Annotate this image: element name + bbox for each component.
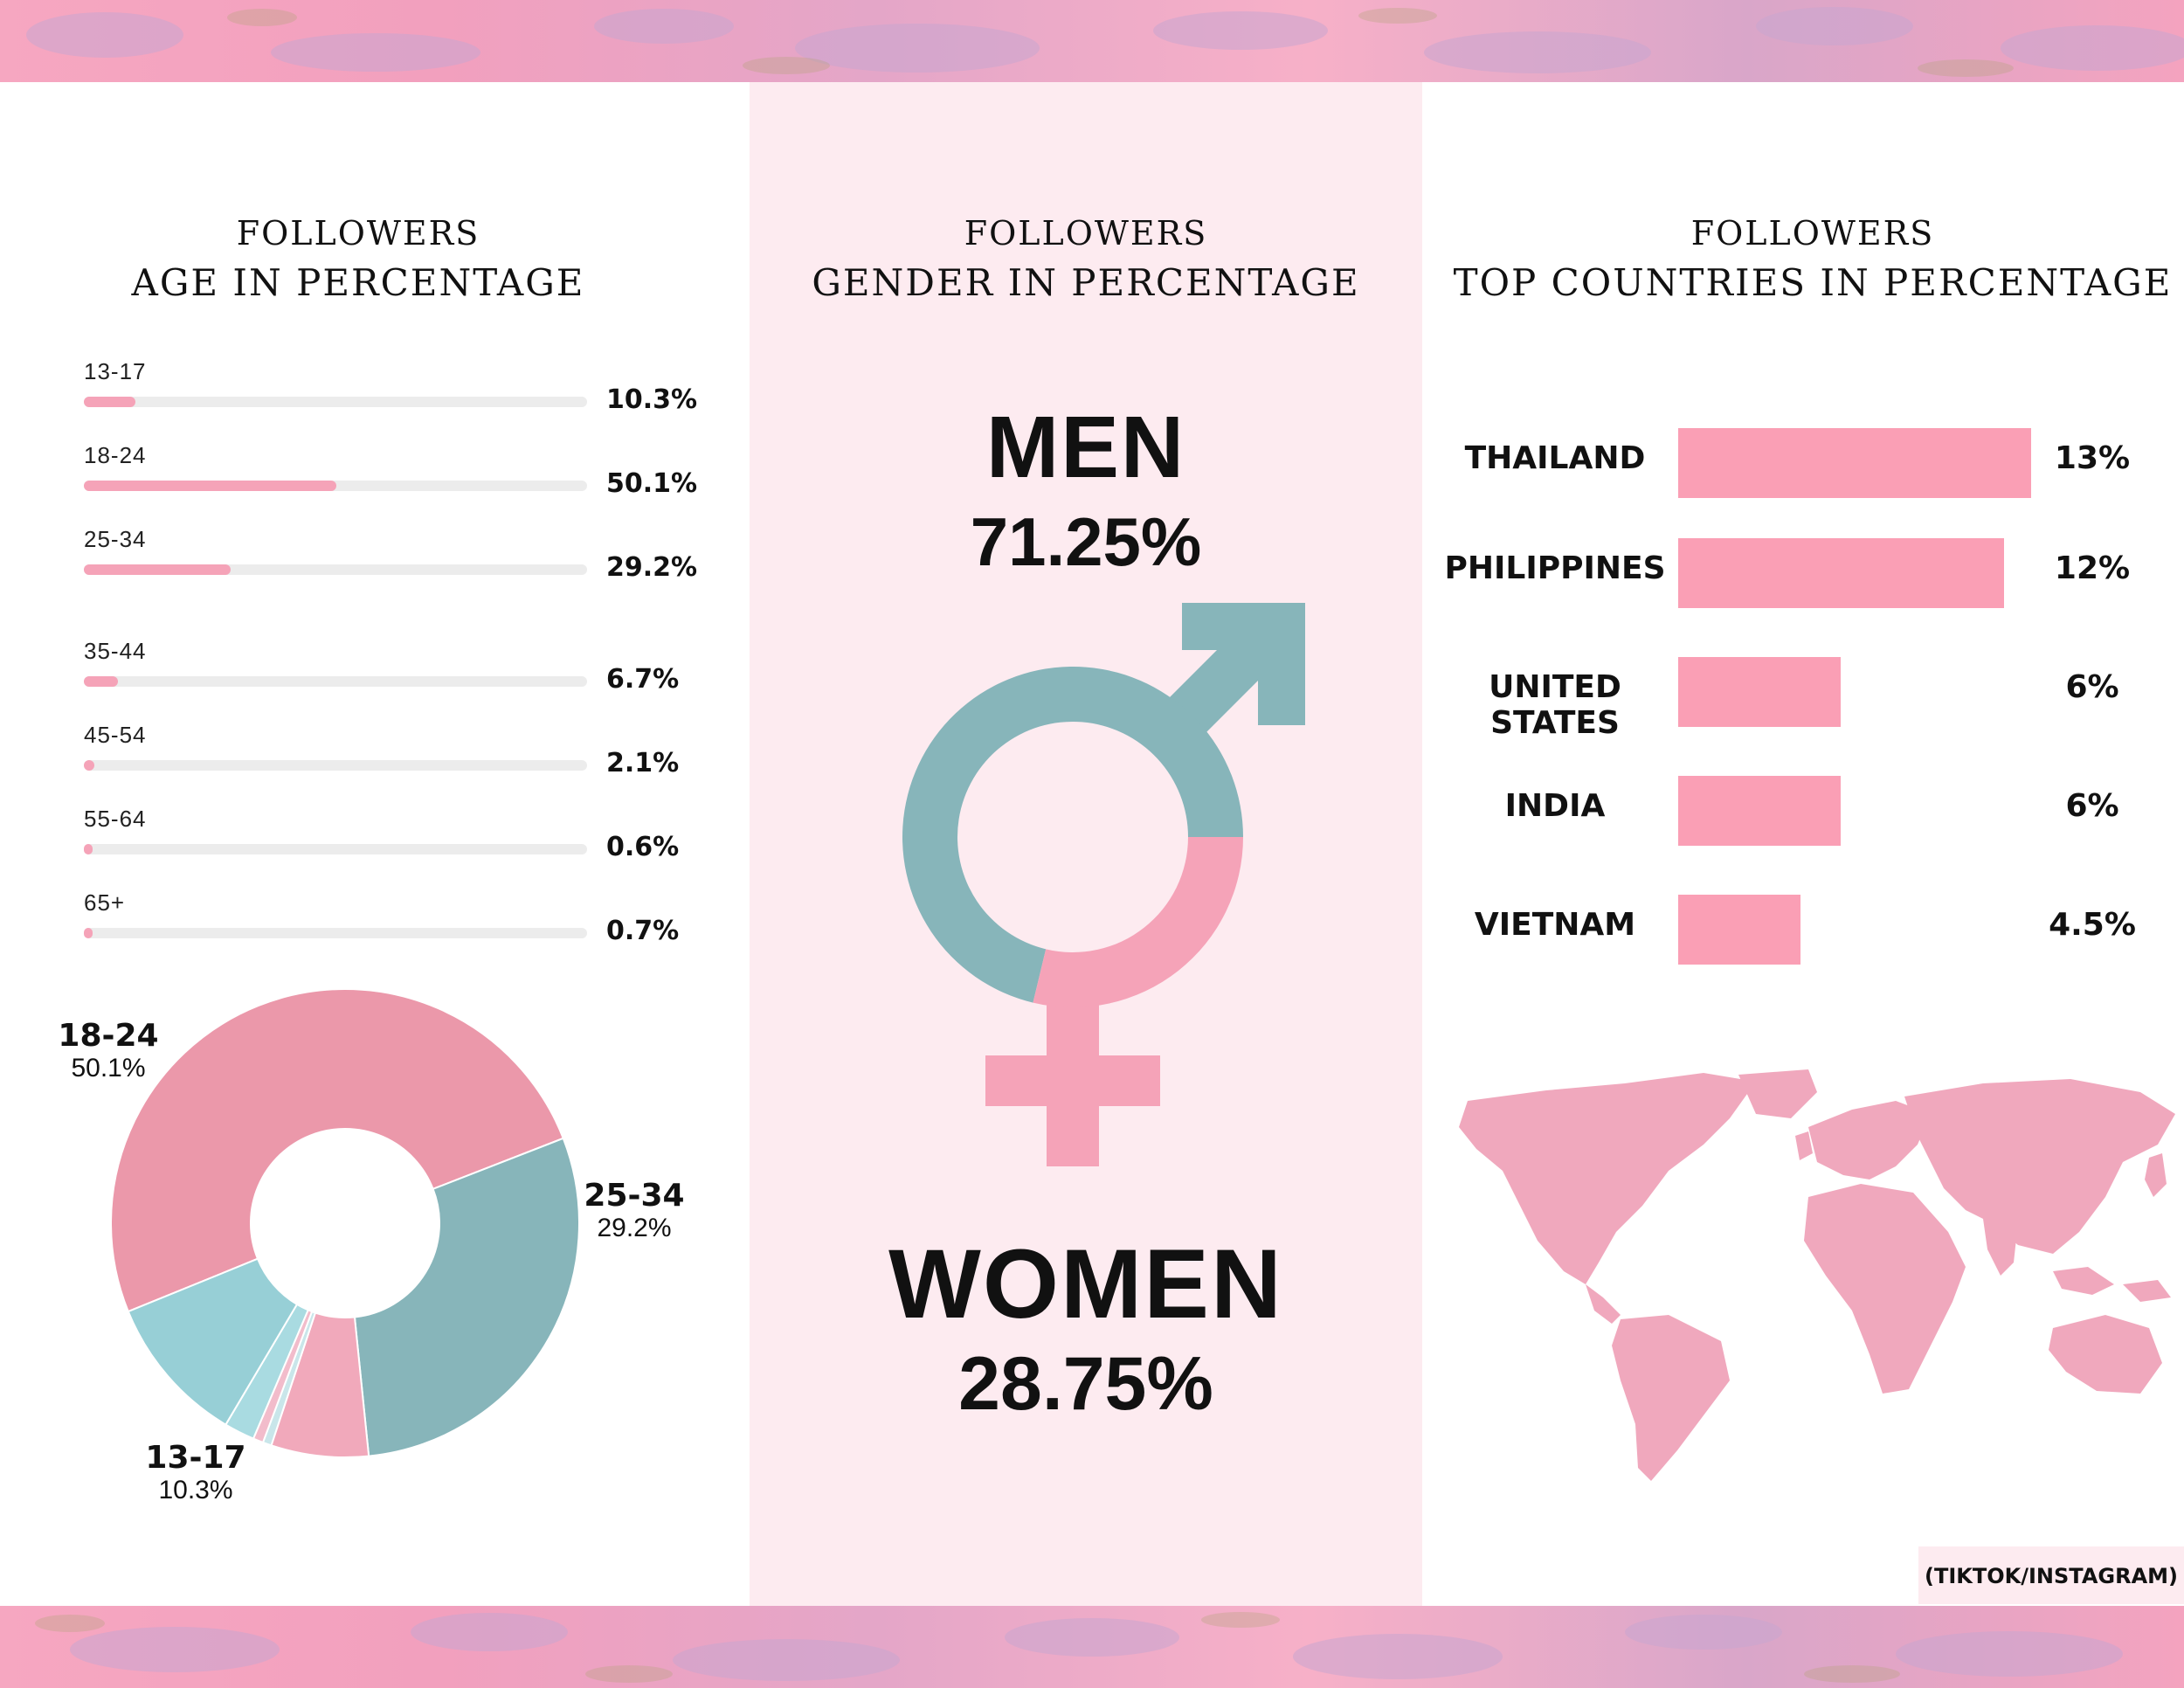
age-bar-label: 45-54 <box>84 722 147 748</box>
men-value: 71.25% <box>970 503 1202 580</box>
country-label: UNITED STATES <box>1489 669 1621 741</box>
age-bar-label: 35-44 <box>84 638 147 664</box>
age-bar-label: 13-17 <box>84 358 147 384</box>
age-bar <box>84 676 118 687</box>
age-bar-label: 55-64 <box>84 806 147 832</box>
men-label: MEN <box>985 398 1186 496</box>
age-bar <box>84 397 136 407</box>
countries-title-line2: TOP COUNTRIES IN PERCENTAGE <box>1453 261 2173 304</box>
age-bar-value: 2.1% <box>606 748 680 778</box>
age-title-line1: FOLLOWERS <box>236 214 480 253</box>
age-bar-value: 0.6% <box>606 832 680 862</box>
bottom-floral-band <box>0 1606 2184 1688</box>
country-bar <box>1678 538 2004 608</box>
pie-label-value: 10.3% <box>158 1476 233 1505</box>
countries-title-line1: FOLLOWERS <box>1690 214 1935 253</box>
country-bar <box>1678 776 1842 846</box>
country-value: 13% <box>2054 440 2131 476</box>
source-note: (TIKTOK/INSTAGRAM) <box>1925 1564 2178 1588</box>
age-pie-slice <box>127 1257 299 1426</box>
country-value: 12% <box>2054 550 2131 586</box>
countries-section-title: FOLLOWERS TOP COUNTRIES IN PERCENTAGE <box>1450 210 2175 309</box>
women-ring-segment <box>1033 837 1243 1007</box>
country-value: 6% <box>2065 669 2119 705</box>
gender-title-line2: GENDER IN PERCENTAGE <box>812 261 1360 304</box>
gender-title-line1: FOLLOWERS <box>964 214 1208 253</box>
age-bar-value: 6.7% <box>606 664 680 695</box>
pie-label-18-24: 18-24 50.1% <box>54 1018 162 1083</box>
age-pie-slice <box>353 1137 580 1457</box>
women-label: WOMEN <box>888 1229 1283 1339</box>
top-floral-band <box>0 0 2184 82</box>
age-bar-value: 50.1% <box>606 468 698 499</box>
pie-label-range: 18-24 <box>58 1018 159 1054</box>
age-bar <box>84 928 93 938</box>
age-donut-chart <box>110 987 580 1458</box>
age-bar-value: 0.7% <box>606 916 680 946</box>
age-bar-track <box>84 397 587 407</box>
age-bar-track <box>84 844 587 854</box>
gender-panel-background <box>750 82 1422 1606</box>
pie-label-range: 25-34 <box>584 1178 685 1214</box>
age-bar <box>84 564 232 575</box>
female-cross-bar <box>985 1055 1160 1106</box>
country-label: VIETNAM <box>1474 907 1636 943</box>
age-bar-label: 18-24 <box>84 442 147 468</box>
country-value: 4.5% <box>2049 907 2136 943</box>
country-label: PHILIPPINES <box>1444 550 1666 586</box>
pie-label-value: 50.1% <box>71 1054 146 1083</box>
men-ring-segment <box>902 666 1243 1003</box>
age-pie-slice <box>110 987 565 1313</box>
age-bar-value: 10.3% <box>606 384 698 415</box>
source-note-box: (TIKTOK/INSTAGRAM) <box>1918 1546 2184 1604</box>
age-bar-track <box>84 481 587 491</box>
male-arrow-head <box>1182 603 1305 725</box>
country-bar <box>1678 428 2031 498</box>
age-bar-label: 65+ <box>84 889 126 916</box>
age-bar-value: 29.2% <box>606 552 698 583</box>
pie-label-13-17: 13-17 10.3% <box>142 1440 250 1505</box>
country-label: THAILAND <box>1464 440 1646 476</box>
age-bar-track <box>84 928 587 938</box>
age-bar <box>84 481 336 491</box>
country-value: 6% <box>2065 788 2119 824</box>
age-section-title: FOLLOWERS AGE IN PERCENTAGE <box>0 210 716 309</box>
country-bar <box>1678 657 1842 727</box>
pie-label-value: 29.2% <box>597 1214 672 1242</box>
women-value: 28.75% <box>958 1342 1213 1426</box>
gender-symbol-chart <box>902 603 1305 1166</box>
country-bar <box>1678 895 1800 965</box>
pie-label-25-34: 25-34 29.2% <box>580 1178 688 1243</box>
world-map-icon <box>1459 1069 2175 1481</box>
age-bar-track <box>84 760 587 771</box>
gender-section-title: FOLLOWERS GENDER IN PERCENTAGE <box>750 210 1422 309</box>
country-label: INDIA <box>1504 788 1606 824</box>
age-bar-label: 25-34 <box>84 526 147 552</box>
age-bar-track <box>84 676 587 687</box>
age-bar-track <box>84 564 587 575</box>
pie-label-range: 13-17 <box>145 1440 246 1476</box>
age-bar <box>84 760 95 771</box>
age-bar <box>84 844 93 854</box>
age-title-line2: AGE IN PERCENTAGE <box>131 261 585 304</box>
